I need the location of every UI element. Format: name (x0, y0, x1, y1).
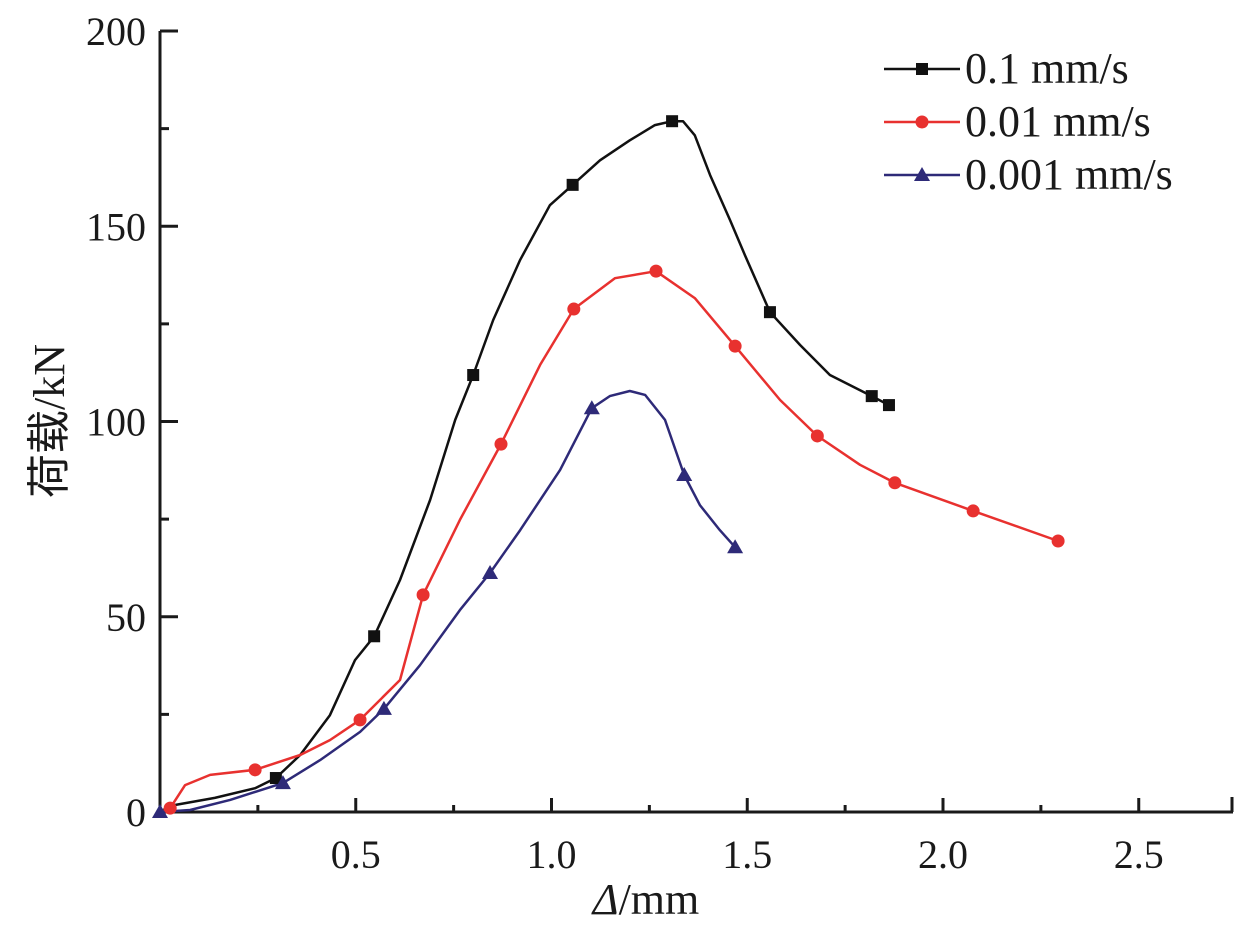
series-1-marker (666, 115, 679, 128)
series-2-marker (248, 763, 262, 777)
series-1-marker (368, 630, 381, 643)
series-2-marker (494, 437, 508, 451)
series-line-2 (159, 269, 1059, 814)
tick-labels: 0.5 1.0 1.5 2.0 2.5 0 50 100 150 200 (86, 9, 1164, 877)
y-tick-label: 50 (106, 595, 146, 640)
legend-marker (916, 63, 928, 75)
series-2-marker (567, 302, 581, 316)
series-1-marker (269, 772, 282, 785)
series-2-marker (888, 476, 902, 490)
x-axis-title-symbol: Δ (591, 875, 619, 924)
series-3-marker (676, 466, 693, 481)
legend-label: 0.1 mm/s (965, 44, 1129, 93)
x-axis-title: Δ/mm (591, 875, 700, 924)
series-3-marker (274, 775, 291, 790)
y-tick-label: 100 (86, 400, 146, 445)
legend-label: 0.01 mm/s (965, 97, 1151, 146)
legend: 0.1 mm/s0.01 mm/s0.001 mm/s (884, 44, 1173, 199)
x-tick-label: 1.5 (722, 832, 772, 877)
legend-marker (914, 167, 930, 181)
series-3-marker (583, 400, 600, 415)
y-tick-label: 0 (126, 790, 146, 835)
y-tick-label: 200 (86, 9, 146, 54)
y-axis-title: 荷载/kN (25, 344, 74, 498)
legend-label: 0.001 mm/s (965, 150, 1173, 199)
series-line-3 (159, 389, 737, 814)
y-tick-label: 150 (86, 204, 146, 249)
x-tick-label: 0.5 (331, 832, 381, 877)
series-3-marker (482, 565, 499, 580)
axes (158, 31, 1234, 814)
series-markers (152, 115, 1065, 818)
series-1-marker (566, 178, 579, 191)
series-3-marker (152, 804, 168, 818)
series-2-marker (353, 713, 367, 727)
series-2-marker (649, 264, 663, 278)
series-1-marker (865, 390, 878, 403)
legend-marker (915, 115, 929, 129)
series-lines (159, 119, 1059, 814)
series-2-marker (1051, 534, 1065, 548)
x-tick-label: 1.0 (527, 832, 577, 877)
series-2-marker (163, 801, 177, 815)
x-axis-title-unit: /mm (619, 875, 700, 924)
x-tick-label: 2.0 (918, 832, 968, 877)
series-1-marker (763, 306, 776, 319)
series-2-marker (810, 429, 824, 443)
series-1-marker (467, 369, 480, 382)
series-2-marker (728, 339, 742, 353)
ticks (160, 29, 1141, 814)
series-2-marker (416, 588, 430, 602)
series-3-marker (727, 539, 744, 554)
series-line-1 (162, 119, 890, 812)
series-2-marker (966, 504, 980, 518)
series-3-marker (375, 700, 392, 715)
x-tick-label: 2.5 (1114, 832, 1164, 877)
series-1-marker (882, 399, 895, 412)
